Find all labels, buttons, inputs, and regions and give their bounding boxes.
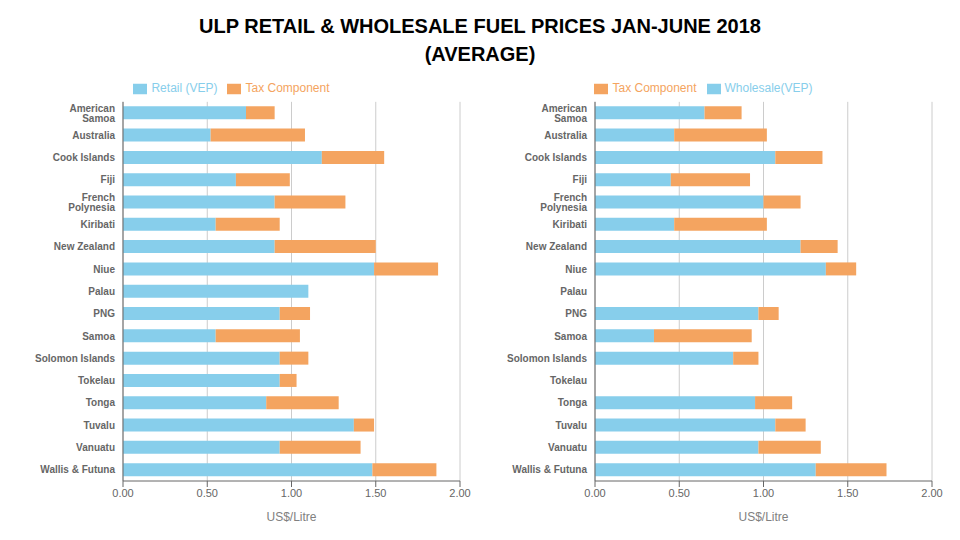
svg-text:FrenchPolynesia: FrenchPolynesia [68, 192, 115, 213]
svg-text:0.50: 0.50 [669, 487, 690, 499]
svg-text:Wallis & Futuna: Wallis & Futuna [40, 464, 115, 475]
svg-text:Tonga: Tonga [86, 397, 116, 408]
svg-text:1.00: 1.00 [281, 487, 302, 499]
svg-text:Australia: Australia [72, 130, 115, 141]
svg-text:Tuvalu: Tuvalu [556, 420, 587, 431]
svg-text:Solomon Islands: Solomon Islands [507, 353, 587, 364]
svg-text:PNG: PNG [565, 308, 587, 319]
svg-text:2.00: 2.00 [449, 487, 470, 499]
svg-text:1.00: 1.00 [753, 487, 774, 499]
svg-text:Kiribati: Kiribati [81, 219, 116, 230]
html-text:ULP RETAIL & WHOLESALE FUEL PR: ULP RETAIL & WHOLESALE FUEL PRICES JAN-J… [199, 15, 761, 37]
svg-text:0.00: 0.00 [584, 487, 605, 499]
svg-text:Kiribati: Kiribati [553, 219, 588, 230]
svg-text:0.50: 0.50 [197, 487, 218, 499]
html-text:(AVERAGE): (AVERAGE) [424, 43, 536, 65]
svg-text:Samoa: Samoa [554, 331, 587, 342]
svg-text:1.50: 1.50 [365, 487, 386, 499]
svg-text:2.00: 2.00 [921, 487, 942, 499]
svg-text:Tuvalu: Tuvalu [84, 420, 115, 431]
svg-text:FrenchPolynesia: FrenchPolynesia [540, 192, 587, 213]
html-text:Wholesale(VEP): Wholesale(VEP) [724, 81, 813, 95]
svg-text:0.00: 0.00 [112, 487, 133, 499]
svg-text:New Zealand: New Zealand [54, 241, 115, 252]
svg-text:PNG: PNG [93, 308, 115, 319]
svg-text:Niue: Niue [565, 264, 587, 275]
svg-text:AmericanSamoa: AmericanSamoa [541, 103, 587, 124]
svg-text:Solomon Islands: Solomon Islands [35, 353, 115, 364]
svg-text:Vanuatu: Vanuatu [76, 442, 115, 453]
svg-text:Cook Islands: Cook Islands [53, 152, 116, 163]
svg-text:1.50: 1.50 [837, 487, 858, 499]
svg-text:Palau: Palau [88, 286, 115, 297]
svg-text:Fiji: Fiji [573, 174, 588, 185]
svg-text:Palau: Palau [560, 286, 587, 297]
svg-text:US$/Litre: US$/Litre [266, 510, 316, 524]
svg-text:Australia: Australia [544, 130, 587, 141]
svg-text:New Zealand: New Zealand [526, 241, 587, 252]
svg-text:Vanuatu: Vanuatu [548, 442, 587, 453]
svg-text:Samoa: Samoa [82, 331, 115, 342]
svg-text:Niue: Niue [93, 264, 115, 275]
svg-text:Tokelau: Tokelau [550, 375, 587, 386]
svg-text:Tonga: Tonga [558, 397, 588, 408]
svg-text:Wallis & Futuna: Wallis & Futuna [512, 464, 587, 475]
html-text:Tax Component: Tax Component [245, 81, 330, 95]
svg-text:Tokelau: Tokelau [78, 375, 115, 386]
svg-text:US$/Litre: US$/Litre [738, 510, 788, 524]
html-text:Tax Component: Tax Component [612, 81, 697, 95]
svg-text:Fiji: Fiji [101, 174, 116, 185]
svg-text:Cook Islands: Cook Islands [525, 152, 588, 163]
html-text:Retail (VEP): Retail (VEP) [151, 81, 218, 95]
svg-text:AmericanSamoa: AmericanSamoa [69, 103, 115, 124]
